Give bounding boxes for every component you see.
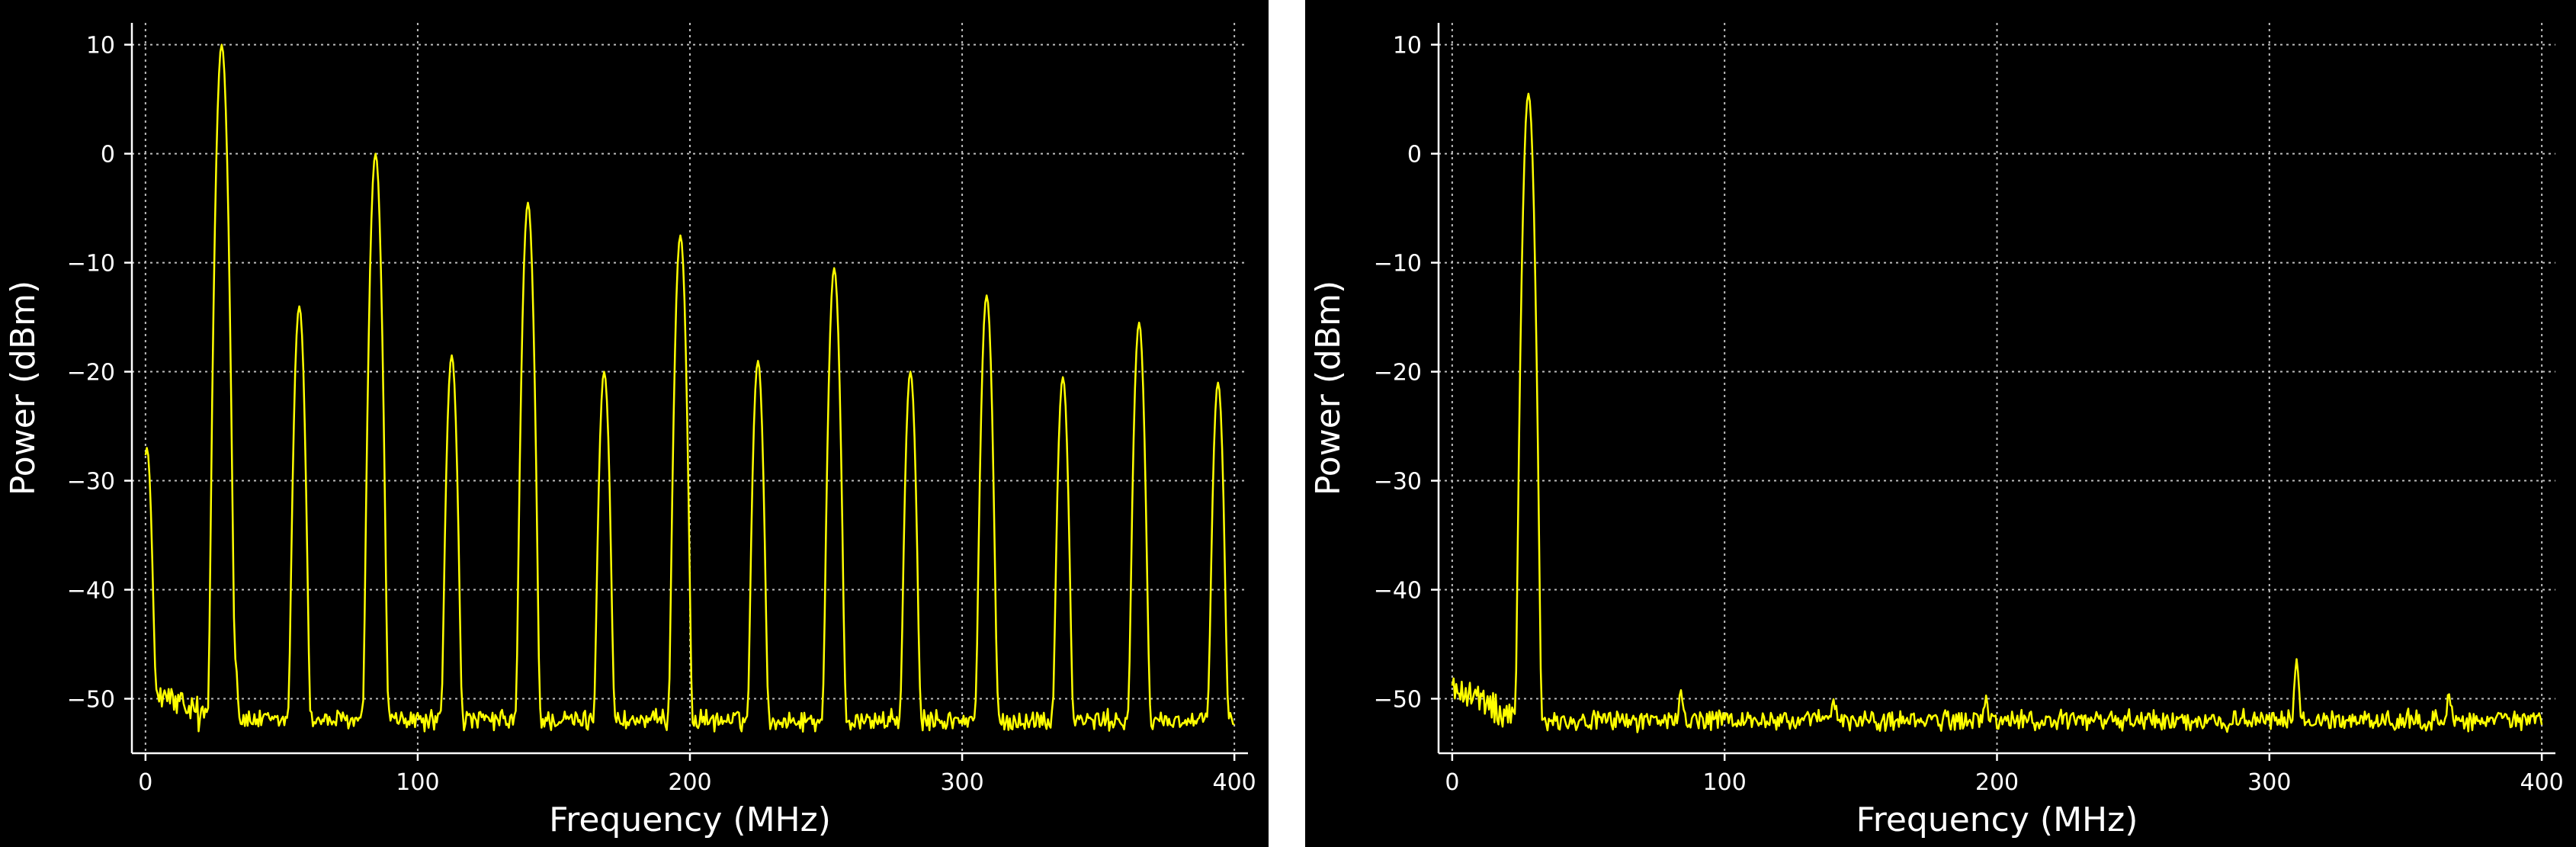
x-tick-label: 100 [396, 769, 439, 796]
y-axis-title: Power (dBm) [1309, 281, 1348, 496]
right-spectrum-chart: 0 100 200 300 400100−10−20−30−40−50Frequency… [1309, 23, 2564, 839]
y-tick-label: −30 [67, 469, 115, 496]
x-tick-label: 200 [1975, 769, 2019, 796]
y-tick-label: 10 [1393, 33, 1422, 59]
x-axis-title: Frequency (MHz) [1856, 800, 2138, 839]
y-tick-label: −10 [1374, 251, 1422, 278]
y-tick-label: 10 [86, 33, 115, 59]
x-tick-label: 100 [1703, 769, 1747, 796]
y-tick-label: 0 [1407, 142, 1422, 168]
y-tick-label: −10 [67, 251, 115, 278]
x-tick-label: 0 [138, 769, 152, 796]
y-tick-label: −20 [1374, 360, 1422, 387]
y-tick-label: −50 [67, 687, 115, 714]
y-tick-label: −40 [67, 578, 115, 605]
y-tick-label: −40 [1374, 578, 1422, 605]
x-tick-label: 300 [2247, 769, 2291, 796]
y-tick-label: −50 [1374, 687, 1422, 714]
spectrum-trace-line [1451, 92, 2543, 733]
right-chart-panel: 0 100 200 300 400 10 0 −10 −20 −30 −40 −50 Frequency… [1305, 0, 2576, 847]
y-tick-label: 0 [101, 142, 115, 168]
x-tick-label: 400 [2520, 769, 2564, 796]
y-tick-label: −20 [67, 360, 115, 387]
x-axis-title: Frequency (MHz) [549, 800, 831, 839]
left-spectrum-chart: 0 100 200 300 400100−10−20−30−40−50Frequency… [4, 23, 1256, 839]
x-tick-label: 400 [1213, 769, 1256, 796]
spectrum-trace-line [144, 43, 1235, 733]
y-tick-label: −30 [1374, 469, 1422, 496]
x-tick-label: 0 [1445, 769, 1459, 796]
y-axis-title: Power (dBm) [4, 281, 43, 496]
left-chart-panel: 0 100 200 300 400 10 0 −10 −20 −30 −40 −50 Frequency… [0, 0, 1269, 847]
x-tick-label: 200 [668, 769, 711, 796]
x-tick-label: 300 [940, 769, 983, 796]
